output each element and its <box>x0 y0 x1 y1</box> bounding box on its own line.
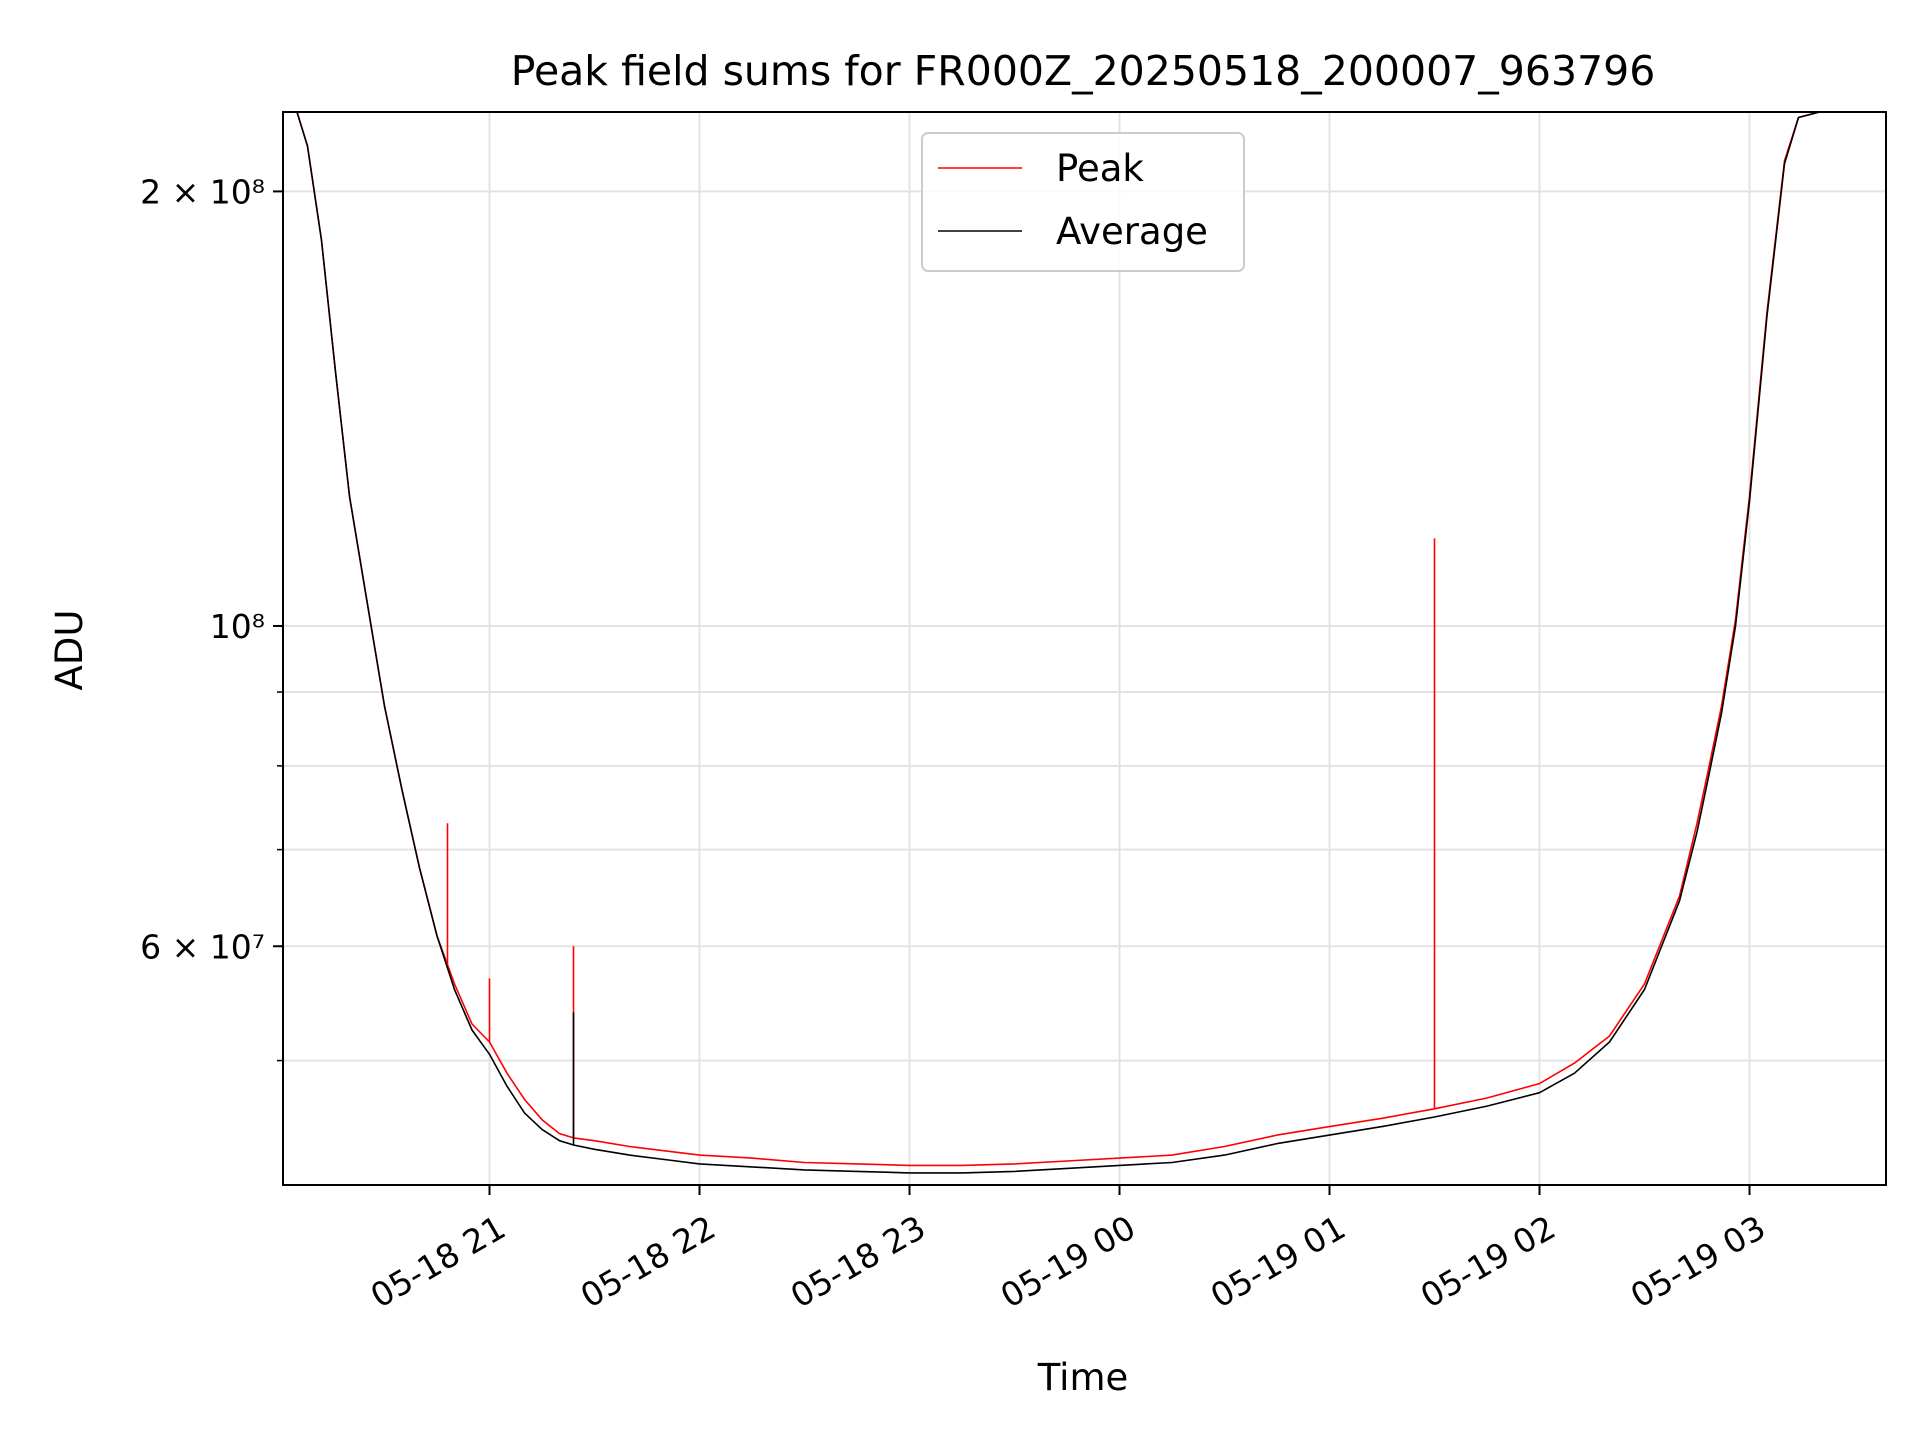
x-axis-ticks: 05-18 21 05-18 22 05-18 23 05-19 00 05-19 01… <box>364 1185 1772 1316</box>
legend: Peak Average <box>921 132 1245 272</box>
series-line-average <box>283 112 1886 1174</box>
x-tick-label: 05-19 02 <box>1414 1208 1562 1316</box>
x-tick-label: 05-19 03 <box>1624 1208 1772 1316</box>
x-tick-label: 05-19 00 <box>994 1208 1142 1316</box>
legend-label-peak: Peak <box>1056 147 1144 190</box>
y-tick-label: 2 × 10⁸ <box>140 172 265 211</box>
y-tick-label: 6 × 10⁷ <box>140 927 265 966</box>
series-layer <box>283 112 1886 1174</box>
plot-frame <box>282 111 1887 1186</box>
y-axis-label: ADU <box>48 610 91 691</box>
x-tick-label: 05-18 23 <box>784 1208 932 1316</box>
x-tick-label: 05-19 01 <box>1204 1208 1352 1316</box>
legend-label-average: Average <box>1056 210 1208 253</box>
grid <box>283 112 1886 1185</box>
y-axis-ticks: 6 × 10⁷ 10⁸ 2 × 10⁸ <box>140 172 283 1062</box>
x-tick-label: 05-18 22 <box>574 1208 722 1316</box>
x-axis-label: Time <box>1037 1356 1129 1399</box>
y-tick-label: 10⁸ <box>210 607 265 646</box>
chart-title: Peak field sums for FR000Z_20250518_2000… <box>511 47 1656 95</box>
x-tick-label: 05-18 21 <box>364 1208 512 1316</box>
